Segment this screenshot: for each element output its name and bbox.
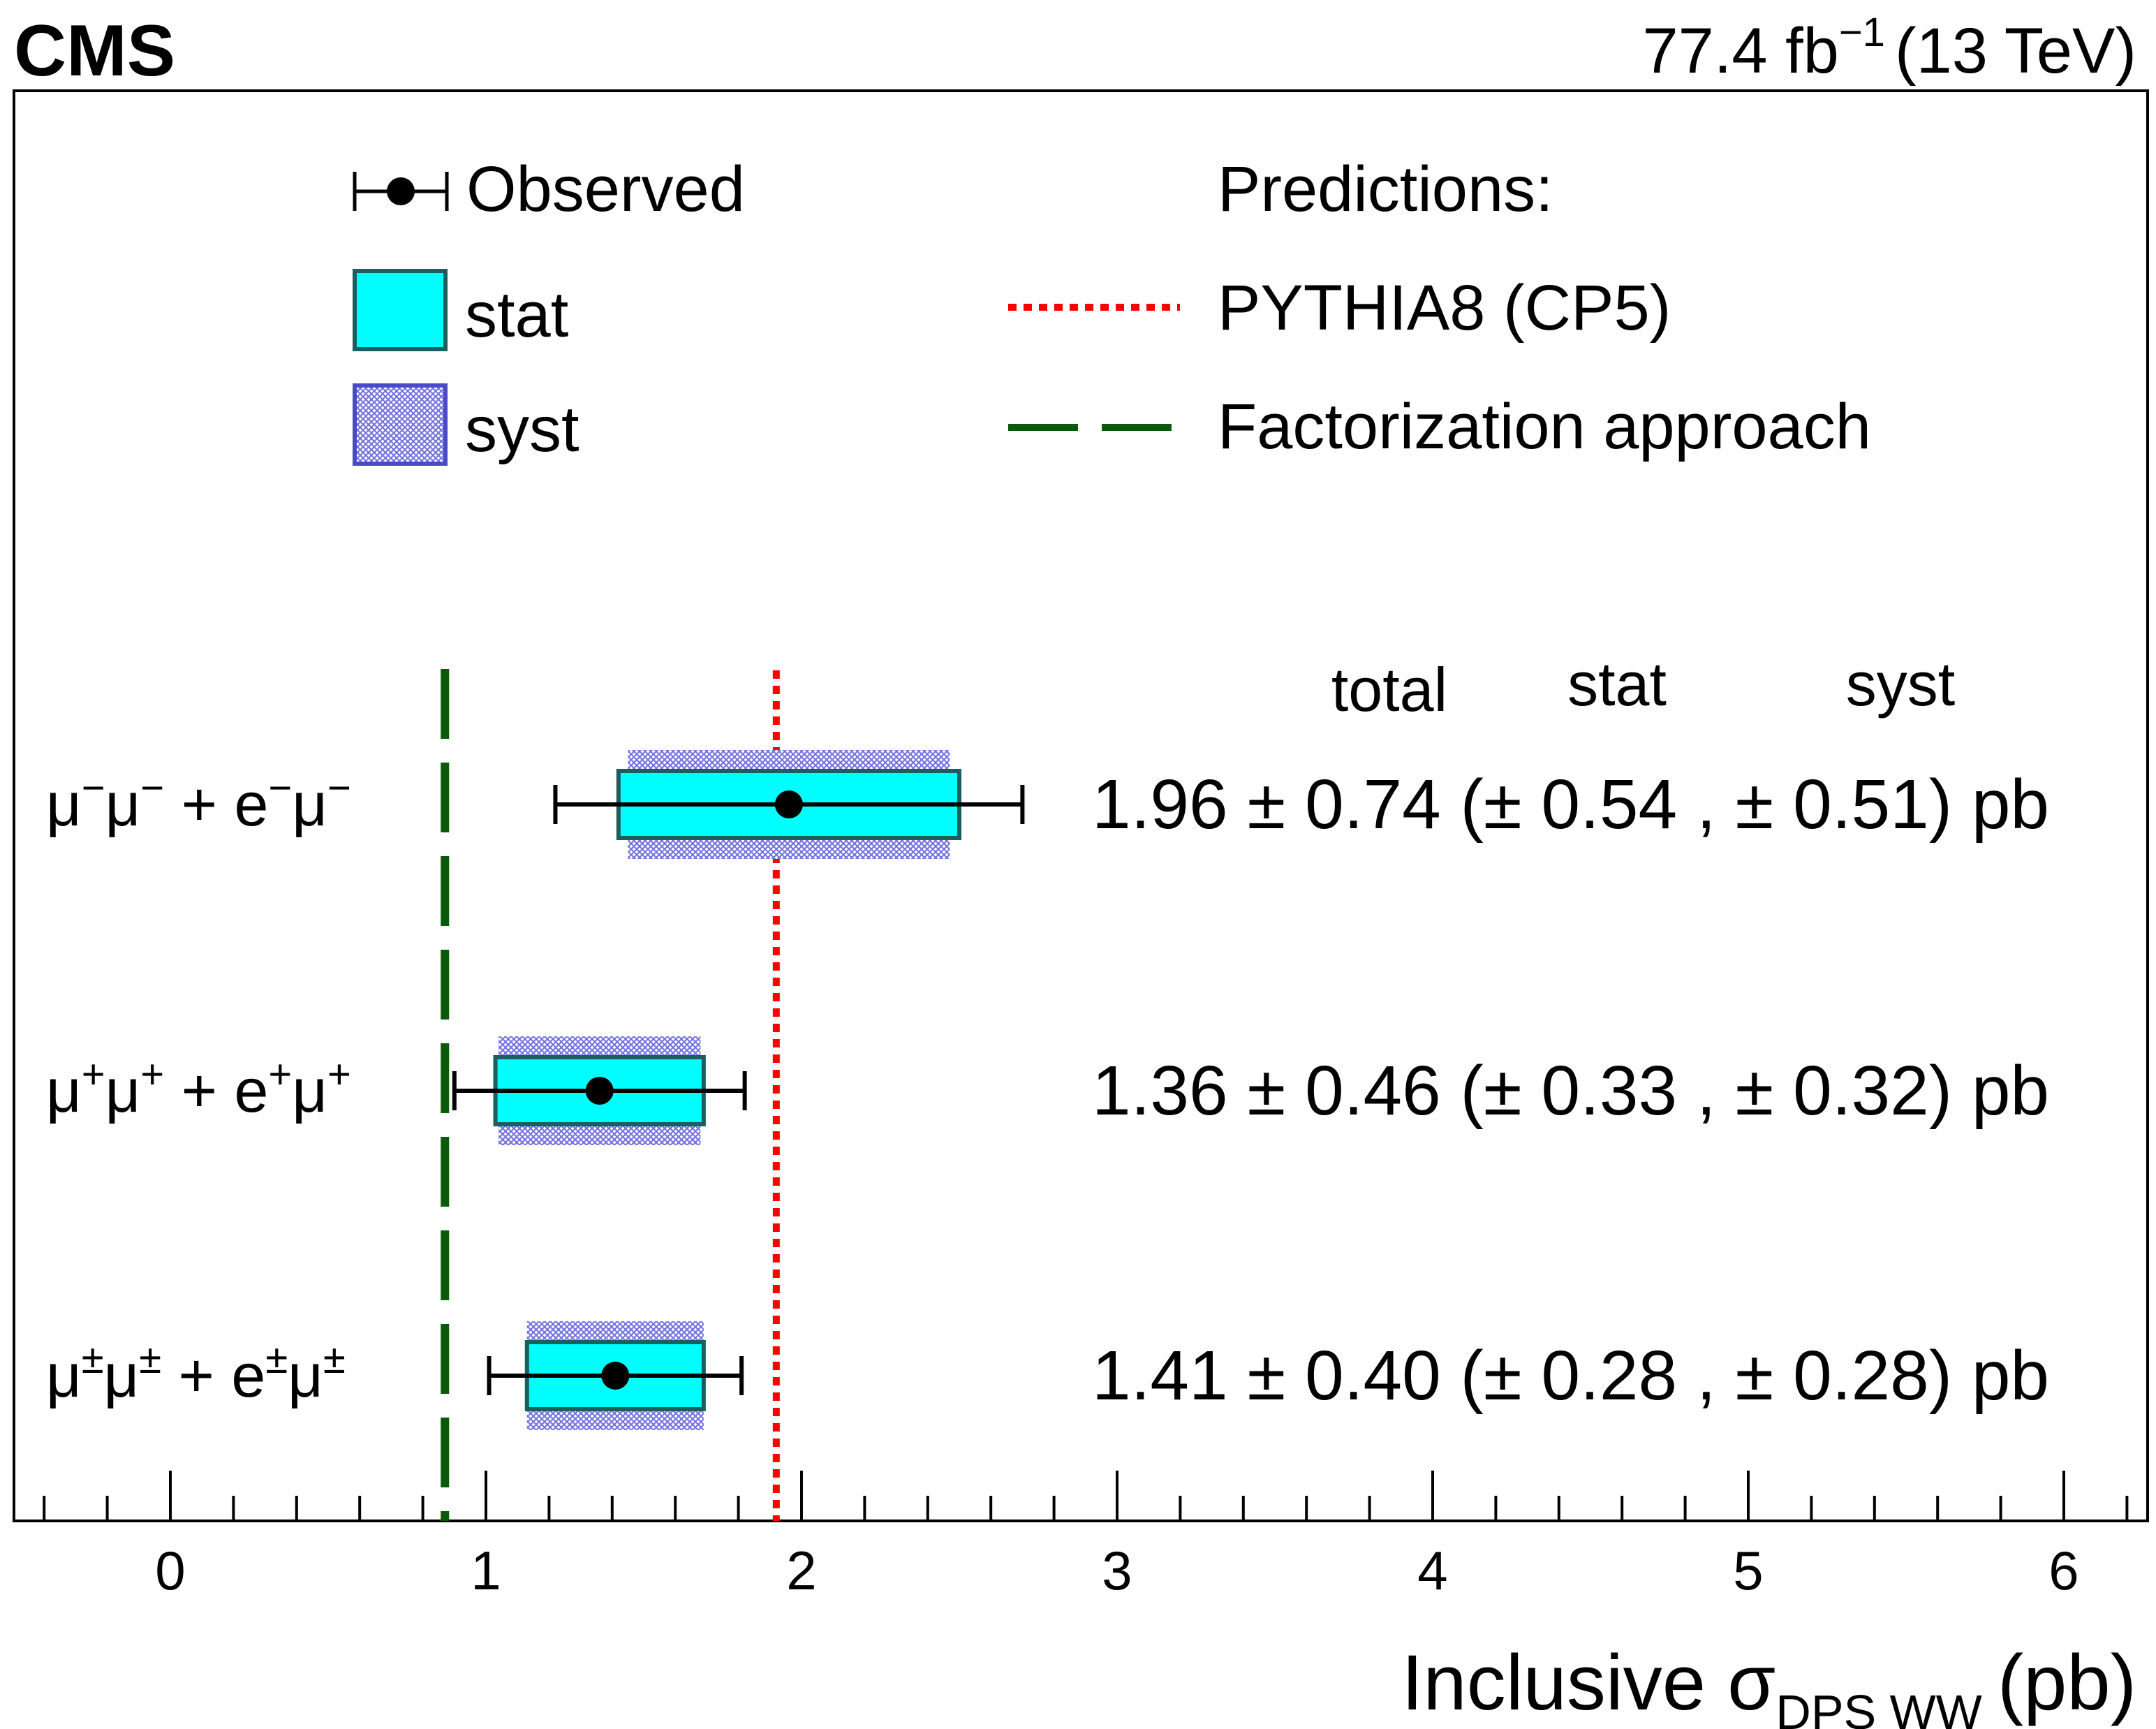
- x-tick-label: 2: [786, 1540, 816, 1601]
- plot-frame: [13, 89, 2149, 1522]
- result-text: 1.41 ± 0.40 (± 0.28 , ± 0.28) pb: [1092, 1337, 2049, 1415]
- legend-syst-swatch: [353, 383, 448, 466]
- x-axis-title-main: Inclusive σ: [1401, 1639, 1775, 1726]
- channel-label-part: + e: [161, 1341, 265, 1410]
- observed-marker: [774, 790, 803, 818]
- measurement-row: μ±μ± + e±μ± 1.41 ± 0.40 (± 0.28 , ± 0.28)…: [46, 1321, 2049, 1430]
- energy-label: (13 TeV): [1895, 15, 2136, 87]
- channel-label: μ+μ+ + e+μ+: [46, 1052, 351, 1125]
- channel-label-charge: ±: [265, 1337, 288, 1382]
- channel-label-charge: ±: [82, 1337, 104, 1382]
- legend-stat-swatch: [353, 269, 448, 351]
- legend-observed-marker: [353, 172, 449, 211]
- channel-label-charge: −: [268, 765, 292, 811]
- measurement-rows: μ−μ− + e−μ− 1.96 ± 0.74 (± 0.54 , ± 0.51)…: [46, 750, 2049, 1430]
- channel-label-charge: +: [327, 1052, 351, 1097]
- channel-label: μ±μ± + e±μ±: [46, 1337, 346, 1410]
- measurement-row: μ+μ+ + e+μ+ 1.36 ± 0.46 (± 0.33 , ± 0.32)…: [46, 1036, 2049, 1145]
- observed-marker: [585, 1077, 614, 1105]
- x-axis-title-unit: (pb): [1998, 1639, 2136, 1726]
- channel-label-part: + e: [164, 770, 268, 839]
- channel-label-charge: ±: [323, 1337, 346, 1382]
- legend-predictions-title: Predictions:: [1218, 154, 1553, 225]
- channel-label-charge: +: [140, 1052, 164, 1097]
- channel-label-part: + e: [164, 1056, 268, 1125]
- measurement-row: μ−μ− + e−μ− 1.96 ± 0.74 (± 0.54 , ± 0.51)…: [46, 750, 2049, 859]
- legend-observed-label: Observed: [466, 154, 745, 225]
- channel-label: μ−μ− + e−μ−: [46, 765, 351, 839]
- channel-label-charge: +: [82, 1052, 105, 1097]
- channel-label-part: μ: [46, 1341, 82, 1410]
- x-axis-title: Inclusive σDPS WW (pb): [1401, 1639, 2136, 1729]
- channel-label-charge: +: [268, 1052, 292, 1097]
- lumi-exponent: −1: [1839, 10, 1885, 55]
- lumi-label: 77.4 fb−1 (13 TeV): [1642, 10, 2136, 87]
- channel-label-part: μ: [105, 1056, 141, 1125]
- channel-label-part: μ: [104, 1341, 140, 1410]
- legend-pythia-label: PYTHIA8 (CP5): [1218, 272, 1671, 344]
- x-tick-label: 5: [1733, 1540, 1763, 1601]
- x-tick-label: 1: [471, 1540, 501, 1601]
- channel-label-charge: ±: [139, 1337, 161, 1382]
- x-tick-label: 3: [1102, 1540, 1132, 1601]
- channel-label-charge: −: [82, 765, 105, 811]
- x-axis-title-subscript: DPS WW: [1775, 1685, 1982, 1729]
- lumi-value: 77.4 fb: [1642, 15, 1838, 87]
- x-axis: 0 1 2 3 4 5 6: [43, 1471, 2129, 1601]
- channel-label-part: μ: [288, 1341, 323, 1410]
- channel-label-part: μ: [292, 1056, 327, 1125]
- channel-label-part: μ: [46, 1056, 82, 1125]
- legend-factorization-label: Factorization approach: [1218, 391, 1871, 462]
- experiment-label: CMS: [14, 10, 175, 91]
- channel-label-part: μ: [46, 770, 82, 839]
- x-tick-label: 4: [1417, 1540, 1447, 1601]
- legend: Observed stat syst Predictions: PYTHIA8 …: [353, 154, 1871, 466]
- column-header-stat: stat: [1567, 649, 1667, 719]
- column-header-total: total: [1331, 655, 1447, 724]
- x-tick-label: 6: [2048, 1540, 2079, 1601]
- result-text: 1.36 ± 0.46 (± 0.33 , ± 0.32) pb: [1092, 1052, 2049, 1130]
- x-tick-label: 0: [155, 1540, 185, 1601]
- channel-label-charge: −: [140, 765, 164, 811]
- legend-syst-label: syst: [465, 394, 579, 465]
- channel-label-charge: −: [327, 765, 351, 811]
- channel-label-part: μ: [292, 770, 327, 839]
- column-header-syst: syst: [1846, 649, 1955, 719]
- observed-marker: [601, 1362, 630, 1390]
- channel-label-part: μ: [105, 770, 141, 839]
- result-text: 1.96 ± 0.74 (± 0.54 , ± 0.51) pb: [1092, 765, 2049, 844]
- legend-stat-label: stat: [465, 279, 568, 351]
